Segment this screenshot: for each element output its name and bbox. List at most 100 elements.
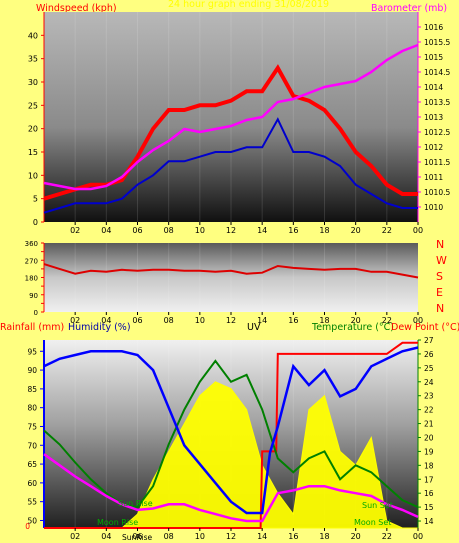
barometer-series-line xyxy=(43,43,419,191)
wind-x-tick-label: 06 xyxy=(132,226,142,235)
baro-y-tick-label: 1016 xyxy=(424,23,443,32)
direction-x-tick-label: 00 xyxy=(413,316,423,325)
temp-y-tick-label: 22 xyxy=(424,406,434,415)
bottom-x-tick-label: 08 xyxy=(164,532,174,541)
baro-y-tick-label: 1011.5 xyxy=(424,158,450,167)
humidity-series-line xyxy=(43,346,419,515)
direction-y-tick-label: 360 xyxy=(25,240,38,248)
bottom-x-tick-label: 22 xyxy=(382,532,392,541)
wind-y-tick-label: 15 xyxy=(28,148,38,157)
temperature-label: Temperature (°C) xyxy=(312,322,394,333)
baro-y-tick-label: 1012 xyxy=(424,143,443,152)
direction-x-tick-label: 08 xyxy=(164,316,174,325)
direction-y-tick-label: 180 xyxy=(25,275,38,283)
direction-letter-e: E xyxy=(436,286,443,299)
humidity-label: Humidity (%) xyxy=(68,322,131,333)
baro-y-tick-label: 1012.5 xyxy=(424,128,450,137)
bottom-x-tick-label: 00 xyxy=(413,532,423,541)
temp-y-tick-label: 21 xyxy=(424,420,434,429)
average-series-line xyxy=(43,117,418,214)
humidity-y-tick-label: 90 xyxy=(27,366,37,375)
wind-y-tick-label: 10 xyxy=(28,171,38,180)
bottom-x-tick-label: 04 xyxy=(101,532,111,541)
baro-y-tick-label: 1010 xyxy=(424,203,443,212)
wind-y-tick-label: 30 xyxy=(28,78,38,87)
bottom-x-tick-label: 16 xyxy=(288,532,298,541)
sun-set-label: Sun Set xyxy=(362,501,393,510)
wind-x-tick-label: 00 xyxy=(413,226,423,235)
direction-x-tick-label: 18 xyxy=(319,316,329,325)
bottom-x-tick-label: 10 xyxy=(195,532,205,541)
barometer-label: Barometer (mb) xyxy=(371,3,448,14)
direction-x-tick-label: 14 xyxy=(257,316,267,325)
baro-y-tick-label: 1014.5 xyxy=(424,68,450,77)
direction-letter-n-bottom: N xyxy=(436,302,445,315)
baro-y-tick-label: 1010.5 xyxy=(424,188,450,197)
direction-y-tick-label: 270 xyxy=(25,257,38,265)
bottom-x-tick-label: 06 xyxy=(132,532,142,541)
baro-y-tick-label: 1015 xyxy=(424,53,443,62)
wind-x-tick-label: 20 xyxy=(351,226,361,235)
bottom-x-tick-label: 12 xyxy=(226,532,236,541)
direction-letter-w: W xyxy=(436,254,447,267)
humidity-y-tick-label: 85 xyxy=(27,385,37,394)
temp-y-tick-label: 16 xyxy=(424,489,434,498)
temp-y-tick-label: 14 xyxy=(424,517,434,526)
humidity-y-tick-label: 55 xyxy=(27,498,37,507)
wind-x-tick-label: 14 xyxy=(257,226,267,235)
direction-series-line xyxy=(43,263,419,279)
moon-set-label: Moon Set xyxy=(354,518,392,527)
humidity-y-tick-label: 75 xyxy=(27,422,37,431)
direction-letter-n: N xyxy=(436,238,445,251)
wind-x-tick-label: 04 xyxy=(101,226,111,235)
humidity-y-tick-label: 70 xyxy=(27,441,37,450)
wind-y-tick-label: 5 xyxy=(33,195,38,204)
temp-y-tick-label: 23 xyxy=(424,392,434,401)
bottom-x-tick-label: 18 xyxy=(319,532,329,541)
bottom-x-tick-label: 14 xyxy=(257,532,267,541)
humidity-y-tick-label: 50 xyxy=(27,516,37,525)
direction-y-tick-label: 90 xyxy=(29,292,38,300)
wind-x-tick-label: 10 xyxy=(195,226,205,235)
dewpoint-series-line xyxy=(43,453,419,523)
direction-x-tick-label: 06 xyxy=(132,316,142,325)
baro-y-tick-label: 1015.5 xyxy=(424,38,450,47)
baro-y-tick-label: 1014 xyxy=(424,83,443,92)
wind-y-tick-label: 40 xyxy=(28,31,38,40)
wind-x-tick-label: 12 xyxy=(226,226,236,235)
moon-rise-label: Moon Rise xyxy=(97,518,139,527)
direction-x-tick-label: 22 xyxy=(382,316,392,325)
uv-label: UV xyxy=(247,322,261,333)
bottom-x-tick-label: 02 xyxy=(70,532,80,541)
wind-x-tick-label: 08 xyxy=(164,226,174,235)
baro-y-tick-label: 1013 xyxy=(424,113,443,122)
wind-y-tick-label: 35 xyxy=(28,55,38,64)
wind-x-tick-label: 02 xyxy=(70,226,80,235)
direction-x-tick-label: 12 xyxy=(226,316,236,325)
wind-y-tick-label: 20 xyxy=(28,125,38,134)
wind-x-tick-label: 22 xyxy=(382,226,392,235)
humidity-y-tick-label: 65 xyxy=(27,460,37,469)
baro-y-tick-label: 1011 xyxy=(424,173,443,182)
temp-y-tick-label: 24 xyxy=(424,378,434,387)
humidity-y-tick-label: 95 xyxy=(27,347,37,356)
temp-y-tick-label: 25 xyxy=(424,364,434,373)
dewpoint-label: Dew Point (°C) xyxy=(391,322,459,333)
humidity-y-tick-label: 60 xyxy=(27,479,37,488)
sunrise-axis-label: SunRise xyxy=(122,533,153,542)
temp-y-tick-label: 15 xyxy=(424,503,434,512)
wind-x-tick-label: 18 xyxy=(319,226,329,235)
temp-y-tick-label: 17 xyxy=(424,475,434,484)
chart-title: 24 hour graph ending 31/08/2019 xyxy=(168,0,330,10)
direction-y-tick-label: 0 xyxy=(34,309,38,317)
rainfall-series-line xyxy=(44,341,418,529)
direction-x-tick-label: 16 xyxy=(288,316,298,325)
wind-y-tick-label: 25 xyxy=(28,101,38,110)
sun-rise-label: Sun Rise xyxy=(118,499,153,508)
temp-y-tick-label: 26 xyxy=(424,350,434,359)
direction-x-tick-label: 20 xyxy=(351,316,361,325)
wind-y-tick-label: 0 xyxy=(33,218,38,227)
humidity-y-tick-label: 80 xyxy=(27,404,37,413)
temperature-series-line xyxy=(43,359,419,509)
middle-panel-bg xyxy=(44,243,418,312)
